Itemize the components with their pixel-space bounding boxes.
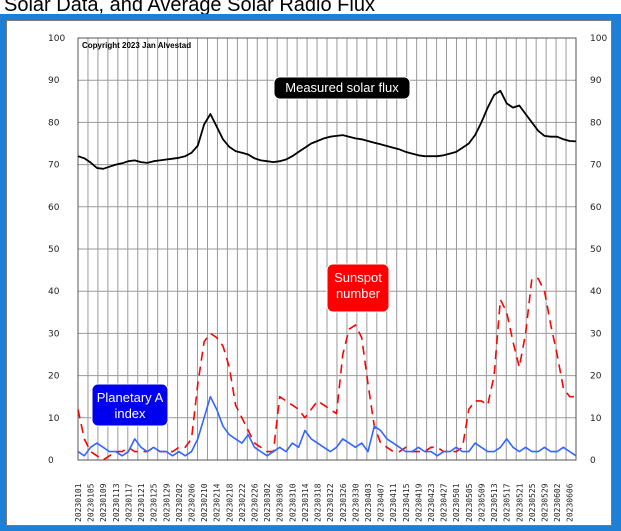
y-tick-left: 90 [48,76,60,86]
callout-line: index [114,406,146,421]
x-tick-label: 20230310 [288,483,297,522]
x-tick-label: 20230529 [540,483,549,522]
x-tick-label: 20230210 [200,483,209,522]
y-tick-right: 90 [590,76,602,86]
x-tick-label: 20230214 [213,483,222,522]
x-tick-label: 20230407 [377,483,386,522]
y-axis: 1009080706050403020100100908070605040302… [48,34,607,466]
y-tick-left: 0 [48,456,54,466]
y-tick-left: 50 [48,245,60,255]
y-tick-right: 30 [590,329,602,339]
y-tick-right: 70 [590,161,602,171]
x-tick-label: 20230226 [251,483,260,522]
callouts: Measured solar flux Sunspot number Planetar… [91,76,411,427]
callout-line: number [336,286,381,301]
x-tick-label: 20230330 [351,483,360,522]
x-tick-label: 20230423 [427,483,436,522]
y-tick-left: 10 [48,414,60,424]
x-tick-label: 20230202 [175,483,184,522]
x-tick-label: 20230509 [477,483,486,522]
x-tick-label: 20230415 [402,483,411,522]
y-tick-left: 20 [48,372,60,382]
chart-panel [6,20,612,526]
y-tick-right: 80 [590,118,602,128]
x-tick-label: 20230427 [440,483,449,522]
y-tick-left: 40 [48,287,60,297]
series-line-2 [77,395,577,457]
x-tick-label: 20230419 [414,483,423,522]
y-tick-right: 100 [590,34,607,44]
plot-border [77,37,577,461]
x-tick-label: 20230218 [225,483,234,522]
callout-box-1 [326,263,390,313]
callout-box-2 [91,383,169,427]
x-tick-label: 20230314 [301,483,310,522]
series-line-0 [77,89,577,170]
y-tick-left: 30 [48,329,60,339]
series-lines [77,89,577,461]
x-tick-label: 20230206 [187,483,196,522]
callout-line: Planetary A [97,390,164,405]
y-tick-left: 60 [48,203,60,213]
x-tick-label: 20230302 [263,483,272,522]
x-tick-label: 20230517 [503,483,512,522]
x-tick-label: 20230403 [364,483,373,522]
y-tick-right: 60 [590,203,602,213]
x-tick-label: 20230326 [339,483,348,522]
callout-label-1: Sunspot number [334,270,382,301]
y-tick-right: 40 [590,287,602,297]
x-tick-label: 20230105 [87,483,96,522]
copyright-text: Copyright 2023 Jan Alvestad [82,41,191,50]
x-tick-label: 20230505 [465,483,474,522]
y-tick-right: 0 [590,456,596,466]
callout-box-0 [273,76,411,100]
x-tick-label: 20230109 [99,483,108,522]
x-tick-label: 20230602 [553,483,562,522]
x-tick-label: 20230521 [515,483,524,522]
x-axis: 20230101 20230105 20230109 20230113 20230117… [74,483,575,522]
y-tick-right: 50 [590,245,602,255]
x-tick-label: 20230101 [74,483,83,522]
y-tick-right: 10 [590,414,602,424]
x-tick-label: 20230125 [150,483,159,522]
x-tick-label: 20230222 [238,483,247,522]
x-tick-label: 20230306 [276,483,285,522]
y-tick-right: 20 [590,372,602,382]
x-tick-label: 20230121 [137,483,146,522]
grid-lines [77,37,577,461]
x-tick-label: 20230411 [389,483,398,522]
y-tick-left: 70 [48,161,60,171]
x-tick-label: 20230318 [314,483,323,522]
x-tick-label: 20230117 [124,483,133,522]
header-fragment: Solar Data, and Average Solar Radio Flux [4,0,375,16]
callout-line: Sunspot [334,270,382,285]
y-tick-left: 100 [48,34,65,44]
y-tick-left: 80 [48,118,60,128]
x-tick-label: 20230525 [528,483,537,522]
callout-label-0: Measured solar flux [285,80,399,95]
x-tick-label: 20230501 [452,483,461,522]
x-tick-label: 20230129 [162,483,171,522]
x-tick-label: 20230113 [112,483,121,522]
solar-chart: 1009080706050403020100100908070605040302… [48,34,607,522]
x-tick-label: 20230513 [490,483,499,522]
x-tick-label: 20230322 [326,483,335,522]
x-tick-label: 20230606 [566,483,575,522]
